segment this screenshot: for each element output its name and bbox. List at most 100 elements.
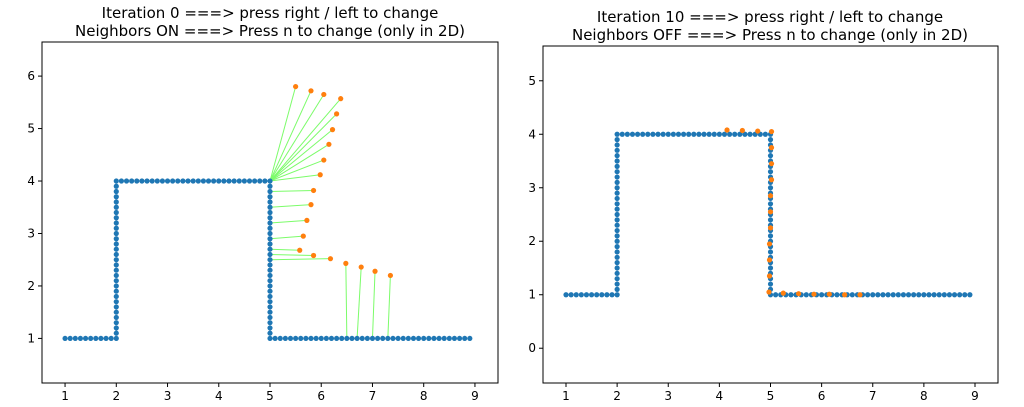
target-point xyxy=(588,292,595,298)
target-point xyxy=(405,335,411,342)
source-point xyxy=(767,225,774,231)
target-point xyxy=(849,292,855,298)
target-point xyxy=(614,131,620,137)
target-point xyxy=(614,195,620,202)
target-point xyxy=(680,131,687,137)
target-point xyxy=(385,335,391,342)
target-point xyxy=(113,314,119,321)
target-point xyxy=(344,335,350,342)
target-point xyxy=(113,272,119,279)
target-point xyxy=(951,292,958,298)
x-tick-label: 9 xyxy=(471,389,479,403)
source-point xyxy=(321,157,327,163)
source-point xyxy=(317,172,323,178)
neighbor-link xyxy=(269,235,304,240)
target-point xyxy=(113,199,119,205)
target-point xyxy=(962,292,968,298)
neighbor-link xyxy=(269,143,330,182)
target-point xyxy=(415,335,422,342)
y-tick-label: 3 xyxy=(528,181,536,195)
source-point xyxy=(767,209,774,215)
source-point xyxy=(768,145,775,151)
target-point xyxy=(767,201,774,207)
target-point xyxy=(614,276,620,282)
x-tick-label: 8 xyxy=(420,389,428,403)
target-point xyxy=(967,292,973,298)
target-point xyxy=(931,292,937,298)
source-point xyxy=(372,268,378,274)
neighbor-link xyxy=(269,86,297,182)
target-point xyxy=(446,335,452,342)
source-point xyxy=(334,111,340,117)
target-point xyxy=(267,309,273,315)
target-point xyxy=(113,194,119,200)
source-point xyxy=(766,257,773,263)
target-point xyxy=(467,335,473,342)
target-point xyxy=(267,314,273,321)
target-point xyxy=(614,137,620,143)
target-point xyxy=(375,335,381,342)
target-point xyxy=(282,335,288,342)
x-axis-ticks: 1 2 3 4 5 6 7 8 9 xyxy=(61,383,479,403)
target-point xyxy=(614,233,620,239)
target-point xyxy=(200,178,206,184)
x-tick-label: 7 xyxy=(369,389,377,403)
target-point xyxy=(655,131,661,137)
target-point xyxy=(926,292,932,298)
source-point xyxy=(327,256,334,262)
target-point xyxy=(614,270,620,276)
source-point xyxy=(768,177,775,183)
target-point xyxy=(711,131,717,137)
x-tick-label: 6 xyxy=(818,389,826,403)
target-point xyxy=(293,335,299,342)
x-tick-label: 6 xyxy=(317,389,325,403)
target-point xyxy=(139,178,145,184)
target-point xyxy=(619,131,625,137)
target-point xyxy=(451,335,458,342)
source-point xyxy=(387,272,393,279)
target-point xyxy=(205,178,212,184)
y-axis-ticks: 0 1 2 3 4 5 xyxy=(528,74,543,355)
target-point xyxy=(144,178,150,184)
target-point xyxy=(905,292,912,298)
source-point xyxy=(755,128,761,134)
target-point xyxy=(614,179,620,185)
x-tick-label: 8 xyxy=(920,389,928,403)
target-point xyxy=(164,178,171,184)
x-tick-label: 5 xyxy=(767,389,775,403)
target-point xyxy=(113,183,119,189)
target-point xyxy=(82,335,89,342)
x-tick-label: 9 xyxy=(971,389,979,403)
y-tick-label: 1 xyxy=(528,288,536,302)
target-point xyxy=(380,335,386,342)
target-point xyxy=(614,222,620,228)
target-point xyxy=(257,178,263,184)
target-point xyxy=(267,178,273,184)
target-point xyxy=(113,215,119,221)
source-point xyxy=(768,161,775,167)
target-point xyxy=(113,236,119,242)
target-point xyxy=(660,131,666,137)
target-point xyxy=(113,241,119,247)
target-point xyxy=(614,238,620,244)
neighbor-link xyxy=(356,267,362,339)
target-point xyxy=(594,292,600,298)
target-point xyxy=(875,292,881,298)
source-point xyxy=(826,291,832,297)
neighbor-link xyxy=(269,204,312,208)
target-point xyxy=(895,292,901,298)
source-point xyxy=(780,290,786,296)
target-point xyxy=(614,286,620,292)
source-point xyxy=(304,217,310,223)
target-point xyxy=(400,335,406,342)
plot-frame xyxy=(542,45,999,384)
target-point xyxy=(645,131,651,137)
x-tick-label: 3 xyxy=(164,389,172,403)
neighbor-link xyxy=(269,219,307,224)
target-point xyxy=(334,335,340,342)
target-point xyxy=(921,292,927,298)
target-point xyxy=(118,178,125,184)
neighbor-link xyxy=(387,275,391,339)
target-point xyxy=(113,251,119,258)
